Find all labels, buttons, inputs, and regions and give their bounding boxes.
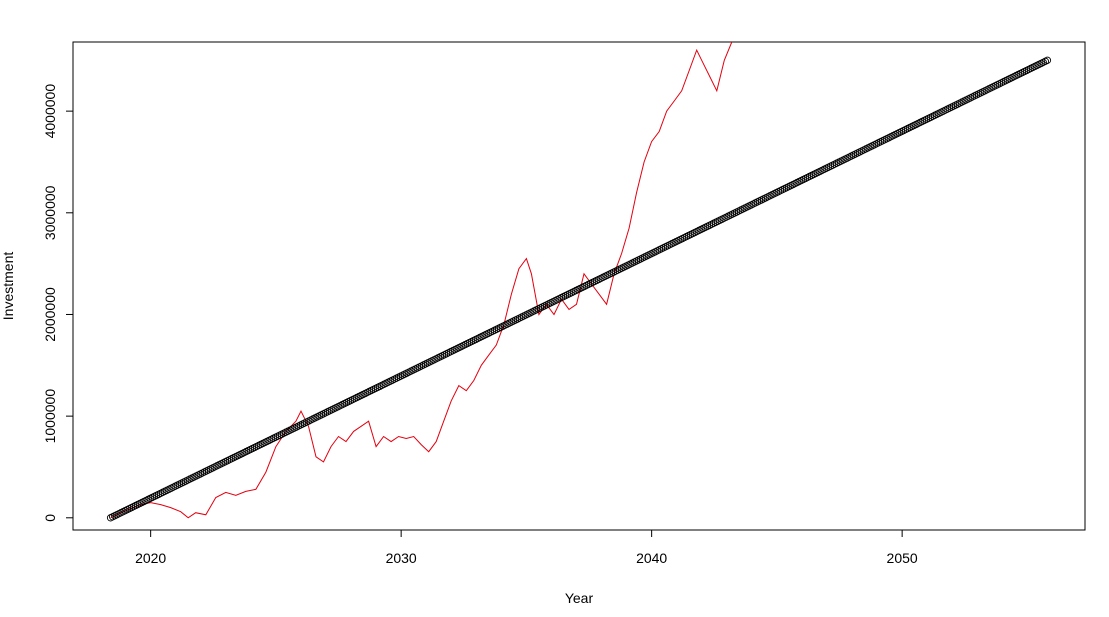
x-axis-title: Year	[565, 590, 594, 606]
y-tick-label: 2000000	[42, 287, 58, 342]
y-tick-label: 4000000	[42, 84, 58, 139]
y-axis-title: Investment	[0, 252, 16, 321]
y-tick-label: 0	[42, 514, 58, 522]
series-linear-points	[106, 56, 1052, 522]
x-tick-label: 2040	[636, 550, 667, 566]
y-tick-label: 3000000	[42, 185, 58, 240]
y-axis: 0 1000000 2000000 3000000 4000000	[42, 84, 74, 522]
market-value-line	[110, 42, 733, 519]
data-point	[1043, 56, 1052, 64]
series-market-line	[110, 42, 733, 519]
x-tick-label: 2030	[386, 550, 417, 566]
x-tick-label: 2020	[135, 550, 166, 566]
x-axis: 2020 2030 2040 2050	[135, 529, 918, 566]
y-tick-label: 1000000	[42, 389, 58, 444]
x-tick-label: 2050	[887, 550, 918, 566]
